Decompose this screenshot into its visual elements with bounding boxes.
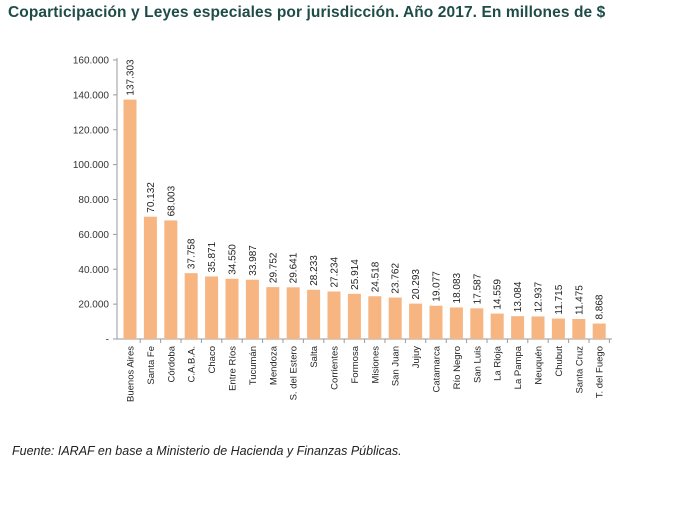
bar — [123, 99, 137, 339]
data-label: 27.234 — [330, 256, 341, 287]
bar — [592, 323, 606, 339]
x-tick-label: Salta — [309, 345, 320, 367]
bar — [572, 318, 586, 339]
x-tick-label: Misiones — [370, 346, 381, 384]
x-tick-label: Jujuy — [411, 346, 422, 368]
data-label: 28.233 — [309, 255, 320, 286]
x-tick-label: Neuquén — [534, 346, 545, 385]
x-tick-label: T. del Fuego — [595, 346, 606, 398]
x-tick-label: Santa Cruz — [574, 346, 585, 394]
data-label: 20.293 — [411, 269, 422, 300]
y-tick-label: 140.000 — [73, 90, 110, 101]
bar — [225, 278, 239, 339]
x-tick-label: San Luis — [472, 346, 483, 383]
x-tick-label: Formosa — [350, 345, 361, 383]
data-label: 37.758 — [187, 238, 198, 269]
data-label: 34.550 — [228, 244, 239, 275]
data-label: 19.077 — [432, 271, 443, 302]
x-tick-label: S. del Estero — [289, 346, 300, 400]
x-tick-label: Mendoza — [268, 345, 279, 385]
bar — [490, 313, 504, 339]
bar — [470, 308, 484, 339]
y-tick-label: 40.000 — [78, 265, 109, 276]
y-tick-label: 80.000 — [78, 195, 109, 206]
bar — [143, 216, 157, 339]
bar — [368, 296, 382, 339]
bar — [449, 307, 463, 339]
x-tick-label: Tucumán — [248, 346, 259, 385]
y-tick-label: - — [106, 335, 109, 346]
y-tick-label: 120.000 — [73, 125, 110, 136]
bar — [307, 289, 321, 339]
y-tick-label: 20.000 — [78, 300, 109, 311]
data-label: 18.083 — [452, 272, 463, 303]
data-label: 11.715 — [554, 284, 565, 314]
data-label: 35.871 — [207, 241, 218, 272]
x-tick-label: Chubut — [554, 346, 565, 377]
x-tick-label: Corrientes — [330, 346, 341, 390]
data-label: 23.762 — [391, 263, 402, 294]
bar — [347, 293, 361, 339]
data-label: 137.303 — [126, 59, 137, 96]
y-tick-label: 160.000 — [73, 56, 110, 67]
bar — [531, 316, 545, 339]
bar — [388, 297, 402, 339]
chart-title: Coparticipación y Leyes especiales por j… — [8, 4, 606, 21]
data-label: 33.987 — [248, 245, 259, 276]
data-label: 29.752 — [268, 252, 279, 283]
bar — [266, 287, 280, 339]
bar — [327, 291, 341, 339]
data-label: 11.475 — [574, 285, 585, 315]
source-note: Fuente: IARAF en base a Ministerio de Ha… — [12, 444, 402, 458]
x-tick-label: Río Negro — [452, 346, 463, 389]
x-tick-label: Catamarca — [432, 345, 443, 392]
x-tick-label: Entre Ríos — [228, 346, 239, 391]
y-tick-label: 100.000 — [73, 160, 110, 171]
bar — [164, 220, 178, 339]
x-tick-label: Buenos Aires — [126, 346, 137, 402]
bar — [184, 273, 198, 339]
bar — [409, 303, 423, 339]
x-tick-label: La Pampa — [513, 345, 524, 389]
data-label: 25.914 — [350, 259, 361, 290]
x-tick-label: Córdoba — [166, 345, 177, 382]
data-label: 12.937 — [534, 281, 545, 312]
data-label: 68.003 — [166, 185, 177, 216]
x-tick-label: C.A.B.A. — [187, 346, 198, 382]
data-label: 8.868 — [595, 294, 606, 319]
x-tick-label: La Rioja — [493, 345, 504, 381]
x-tick-label: San Juan — [391, 346, 402, 386]
data-label: 14.559 — [493, 279, 504, 310]
bar — [286, 287, 300, 339]
y-tick-label: 60.000 — [78, 230, 109, 241]
bar — [205, 276, 219, 339]
data-label: 17.587 — [472, 273, 483, 304]
bar — [551, 318, 565, 339]
x-tick-label: Chaco — [207, 346, 218, 373]
data-label: 24.518 — [370, 261, 381, 292]
x-tick-label: Santa Fe — [146, 346, 157, 385]
data-label: 29.641 — [289, 252, 300, 283]
data-label: 13.084 — [513, 281, 524, 312]
bar — [245, 279, 259, 339]
data-label: 70.132 — [146, 182, 157, 213]
bar — [429, 305, 443, 339]
bar — [511, 316, 525, 339]
